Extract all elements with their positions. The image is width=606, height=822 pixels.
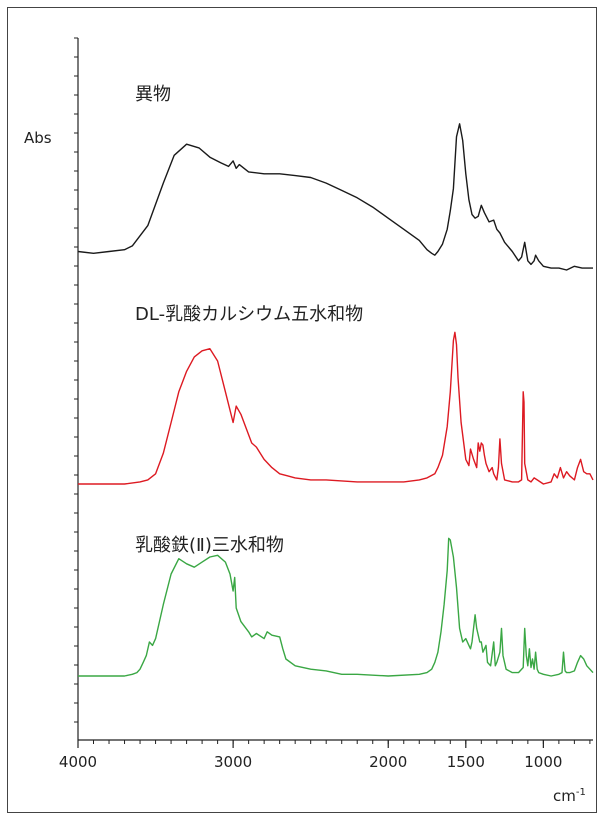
x-axis-tick-label: 4000: [59, 753, 97, 771]
x-axis-unit-exponent: -1: [576, 787, 586, 798]
series-label: 異物: [135, 84, 171, 105]
series-1: 異物: [77, 84, 593, 271]
x-axis-tick-label: 3000: [214, 753, 252, 771]
axes: 4000 3000 2000 1500 1000: [59, 37, 593, 771]
chart-frame: [7, 7, 597, 813]
series-2: DL-乳酸カルシウム五水和物: [78, 304, 594, 485]
series-line: [78, 537, 594, 677]
series-line: [78, 331, 594, 485]
series-label: DL-乳酸カルシウム五水和物: [135, 304, 363, 325]
x-axis-unit: cm-1: [553, 787, 586, 805]
y-axis-label: Abs: [24, 129, 52, 147]
x-axis-tick-label: 1000: [524, 753, 562, 771]
series-label: 乳酸鉄(Ⅱ)三水和物: [135, 535, 284, 556]
series-line: [77, 123, 593, 271]
x-axis-tick-label: 1500: [447, 753, 485, 771]
series-3: 乳酸鉄(Ⅱ)三水和物: [78, 535, 594, 677]
x-axis-tick-label: 2000: [369, 753, 407, 771]
x-axis-unit-base: cm: [553, 787, 576, 805]
